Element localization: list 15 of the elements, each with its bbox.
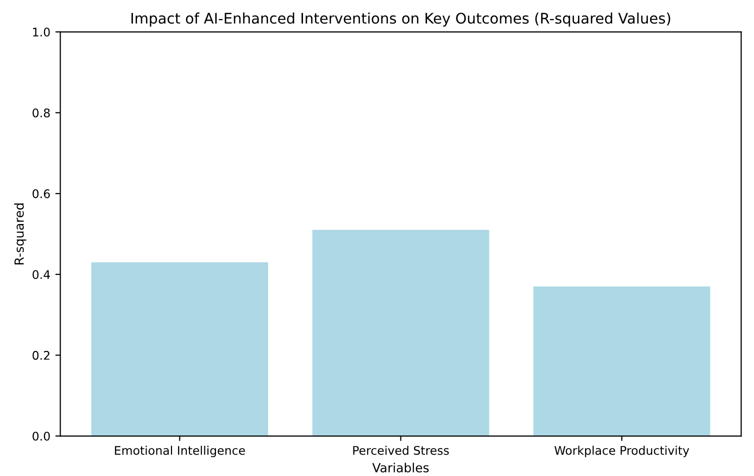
x-tick-label: Emotional Intelligence xyxy=(114,446,245,458)
bar xyxy=(312,230,490,436)
y-axis-title: R-squared xyxy=(14,203,26,264)
x-tick-label: Workplace Productivity xyxy=(554,446,690,458)
y-tick-label: 0.4 xyxy=(32,270,50,280)
y-tick-label: 0.8 xyxy=(32,108,50,118)
y-tick-label: 0.6 xyxy=(32,189,50,198)
x-tick-label: Perceived Stress xyxy=(353,446,449,455)
y-tick-label: 1.0 xyxy=(33,28,50,37)
bar xyxy=(533,286,710,436)
x-axis-title: Variables xyxy=(372,462,429,472)
chart-title: Impact of AI-Enhanced Interventions on Key Outcomes (R-squared Values) xyxy=(131,12,670,27)
bar xyxy=(91,262,268,436)
y-tick-label: 0.0 xyxy=(32,432,50,441)
y-tick-label: 0.2 xyxy=(32,350,50,360)
